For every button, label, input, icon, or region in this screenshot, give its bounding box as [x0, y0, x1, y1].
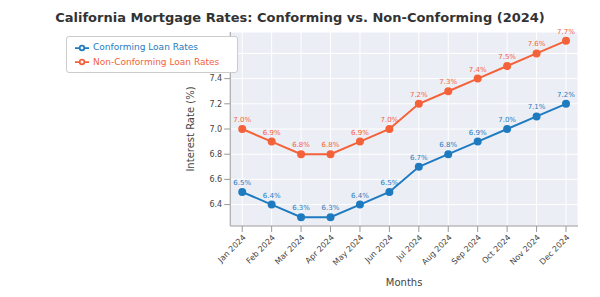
svg-text:Apr 2024: Apr 2024 — [303, 233, 336, 266]
svg-text:7.1%: 7.1% — [528, 103, 546, 111]
svg-text:Interest Rate (%): Interest Rate (%) — [185, 86, 196, 171]
html-text:Non-Conforming Loan Rates: Non-Conforming Loan Rates — [93, 56, 220, 67]
svg-text:Months: Months — [386, 277, 423, 288]
svg-text:6.4%: 6.4% — [263, 192, 281, 200]
svg-text:Mar 2024: Mar 2024 — [273, 233, 306, 266]
svg-text:6.8%: 6.8% — [292, 141, 310, 149]
svg-text:6.4%: 6.4% — [351, 192, 369, 200]
svg-text:Jan 2024: Jan 2024 — [216, 233, 248, 265]
html-text:Conforming Loan Rates: Conforming Loan Rates — [93, 42, 198, 52]
svg-text:Sep 2024: Sep 2024 — [450, 233, 483, 266]
svg-text:6.9%: 6.9% — [469, 129, 487, 137]
svg-text:7.0%: 7.0% — [380, 116, 398, 124]
svg-text:Feb 2024: Feb 2024 — [245, 233, 278, 266]
svg-text:6.4: 6.4 — [209, 200, 222, 209]
svg-text:7.4%: 7.4% — [469, 66, 487, 74]
svg-text:May 2024: May 2024 — [331, 233, 365, 267]
svg-text:6.3%: 6.3% — [322, 204, 340, 212]
svg-text:Dec 2024: Dec 2024 — [538, 233, 572, 267]
html-text:California Mortgage Rates: Con: California Mortgage Rates: Conforming vs… — [55, 10, 545, 25]
svg-text:7.2%: 7.2% — [410, 91, 428, 99]
svg-text:6.9%: 6.9% — [263, 129, 281, 137]
svg-text:6.8: 6.8 — [209, 150, 222, 159]
svg-text:7.6%: 7.6% — [528, 40, 546, 48]
svg-text:7.6: 7.6 — [209, 49, 222, 58]
svg-text:7.5%: 7.5% — [498, 53, 516, 61]
svg-text:6.9%: 6.9% — [351, 129, 369, 137]
svg-text:6.7%: 6.7% — [410, 154, 428, 162]
svg-text:6.6: 6.6 — [209, 175, 222, 184]
svg-text:7.3%: 7.3% — [439, 78, 457, 86]
svg-text:7.0%: 7.0% — [498, 116, 516, 124]
svg-text:6.5%: 6.5% — [233, 179, 251, 187]
svg-text:6.5%: 6.5% — [380, 179, 398, 187]
svg-text:Jul 2024: Jul 2024 — [394, 233, 424, 263]
svg-text:7.0%: 7.0% — [233, 116, 251, 124]
svg-text:Oct 2024: Oct 2024 — [480, 233, 513, 266]
svg-text:6.8%: 6.8% — [322, 141, 340, 149]
svg-text:Jun 2024: Jun 2024 — [363, 233, 395, 265]
svg-text:6.8%: 6.8% — [439, 141, 457, 149]
svg-text:7.2%: 7.2% — [557, 91, 575, 99]
svg-text:7.2: 7.2 — [209, 100, 222, 109]
svg-text:Aug 2024: Aug 2024 — [420, 233, 454, 267]
svg-text:7.7%: 7.7% — [557, 28, 575, 36]
svg-text:7.4: 7.4 — [209, 74, 222, 83]
svg-text:Nov 2024: Nov 2024 — [508, 233, 542, 267]
svg-text:6.3%: 6.3% — [292, 204, 310, 212]
svg-text:7.0: 7.0 — [209, 125, 222, 134]
